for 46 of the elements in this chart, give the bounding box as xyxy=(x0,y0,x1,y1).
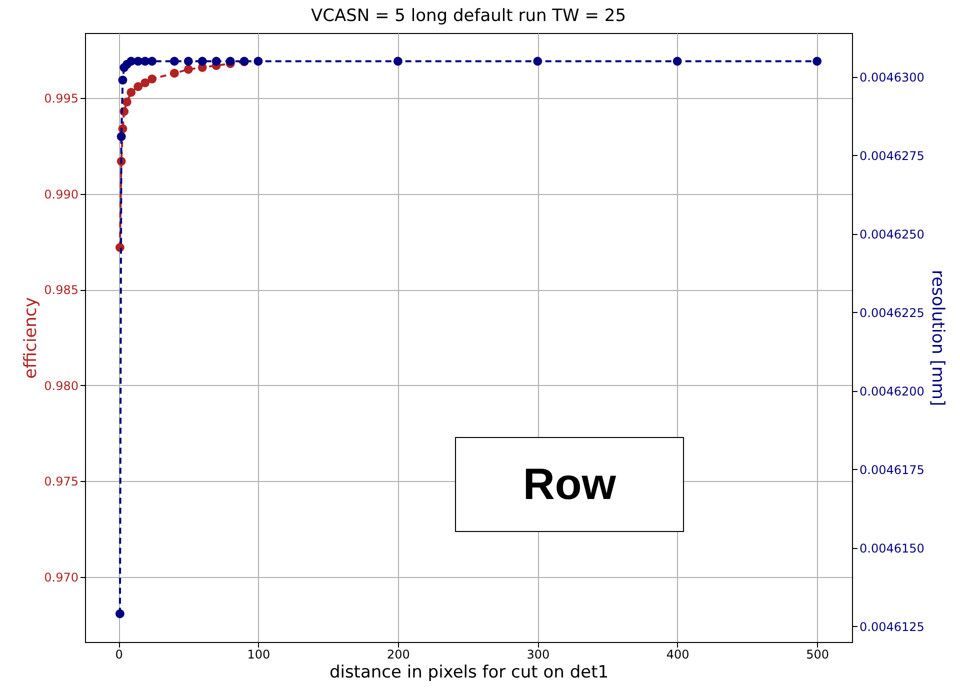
y-tick-label: 0.975 xyxy=(44,474,78,489)
point xyxy=(212,56,221,66)
point xyxy=(170,68,179,78)
y-tick-label: 0.970 xyxy=(44,570,78,584)
y2-tick-label: 0.0046300 xyxy=(860,70,924,84)
point xyxy=(393,56,402,66)
y-tick-label: 0.980 xyxy=(44,378,78,393)
point xyxy=(126,88,136,97)
x-tick-label: 300 xyxy=(526,648,550,662)
y-tick-label: 0.990 xyxy=(44,187,78,202)
point xyxy=(116,132,126,142)
y-tick-label: 0.985 xyxy=(44,283,78,298)
y2-tick-label: 0.0046125 xyxy=(860,620,924,634)
point xyxy=(115,609,124,618)
point xyxy=(533,56,542,66)
y2-tick-label: 0.0046200 xyxy=(860,384,924,398)
x-tick-label: 400 xyxy=(666,648,690,662)
x-axis-title: distance in pixels for cut on det1 xyxy=(329,662,609,682)
y2-tick-label: 0.0046225 xyxy=(860,306,924,320)
point xyxy=(184,56,193,66)
x-tick-label: 100 xyxy=(247,648,270,662)
y2-tick-label: 0.0046175 xyxy=(860,462,924,477)
x-tick-label: 500 xyxy=(806,648,830,662)
y-tick-label: 0.995 xyxy=(44,92,78,106)
point xyxy=(198,56,207,66)
point xyxy=(812,56,822,66)
x-tick-label: 200 xyxy=(386,648,410,662)
point xyxy=(148,74,157,84)
point xyxy=(226,56,235,66)
y2-tick-label: 0.0046250 xyxy=(860,227,924,242)
point xyxy=(134,82,143,92)
y2-tick-label: 0.0046150 xyxy=(860,541,924,556)
point xyxy=(148,56,157,66)
y-axis-title: efficiency xyxy=(21,297,42,379)
point xyxy=(184,64,193,74)
chart-title: VCASN = 5 long default run TW = 25 xyxy=(310,6,626,26)
point xyxy=(118,76,128,85)
point xyxy=(140,78,150,88)
y2-tick-label: 0.0046275 xyxy=(860,148,924,163)
point xyxy=(122,97,132,106)
annotation: Row xyxy=(455,437,684,532)
point xyxy=(672,56,682,66)
point xyxy=(170,56,179,66)
y2-axis-title: resolution [mm] xyxy=(927,270,948,406)
point xyxy=(254,56,263,66)
x-tick-label: 0 xyxy=(115,648,123,662)
